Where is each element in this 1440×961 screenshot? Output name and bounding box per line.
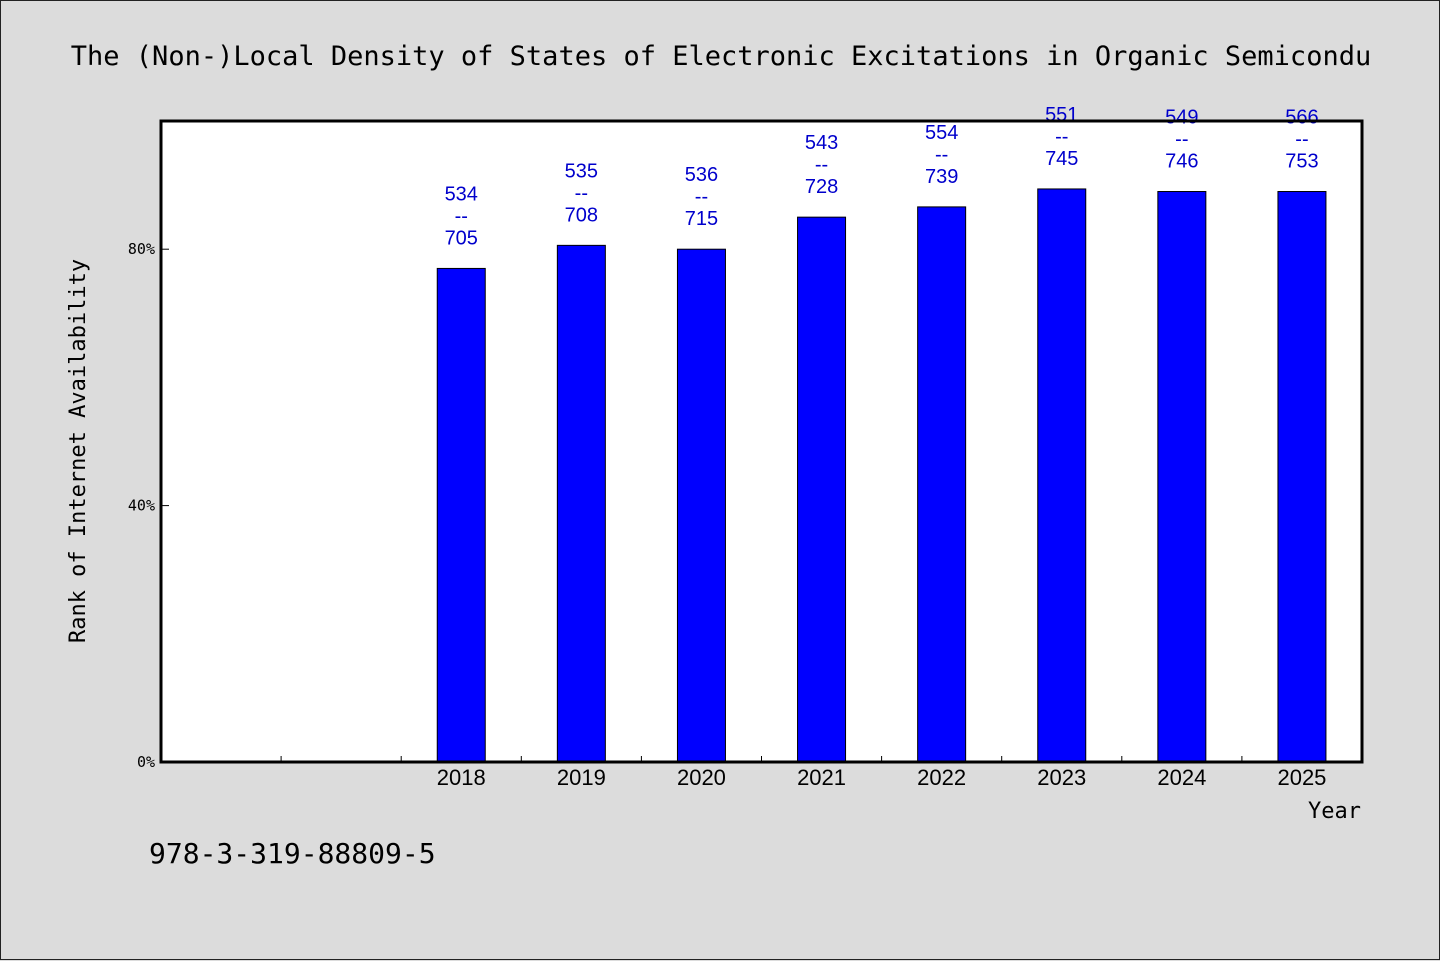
data-label-2019: --	[575, 182, 588, 204]
data-label-2025: 753	[1285, 151, 1318, 173]
data-label-2021: --	[815, 154, 828, 176]
bar-2018	[436, 267, 486, 763]
bar-2023	[1037, 188, 1087, 763]
data-label-2022: --	[935, 144, 948, 166]
data-labels-group: 534--705535--708536--715543--728554--739…	[445, 104, 1319, 249]
bar-2025	[1277, 191, 1327, 763]
data-label-2021: 728	[805, 176, 838, 198]
bar-2022	[917, 206, 967, 763]
bar-2019	[556, 244, 606, 763]
x-tick-label: 2018	[437, 765, 486, 790]
y-tick-label: 40%	[128, 497, 155, 515]
chart-title: The (Non-)Local Density of States of Ele…	[71, 41, 1371, 72]
bars-group	[436, 188, 1327, 763]
x-axis-ticks: 2018 2019 2020 2021 2022 2023 2024 2025	[280, 756, 1326, 790]
y-axis-ticks: 0% 40% 80%	[128, 240, 169, 771]
data-label-2019: 535	[565, 160, 598, 182]
data-label-2023: --	[1055, 126, 1068, 148]
x-tick-label: 2021	[797, 765, 846, 790]
data-label-2022: 739	[925, 166, 958, 188]
data-label-2018: 705	[445, 227, 478, 249]
data-label-2024: --	[1175, 129, 1188, 151]
data-label-2020: 715	[685, 208, 718, 230]
y-tick-label: 0%	[137, 753, 155, 771]
plot-border	[159, 119, 1364, 764]
data-label-2024: 746	[1165, 151, 1198, 173]
data-label-2020: 536	[685, 164, 718, 186]
data-label-2021: 543	[805, 132, 838, 154]
bar-2024	[1157, 191, 1207, 763]
data-label-2019: 708	[565, 204, 598, 226]
footer-isbn: 978-3-319-88809-5	[149, 837, 436, 870]
x-tick-label: 2019	[557, 765, 606, 790]
x-tick-label: 2022	[917, 765, 966, 790]
x-tick-label: 2025	[1277, 765, 1326, 790]
x-axis-label: Year	[1308, 799, 1361, 824]
data-label-2020: --	[695, 186, 708, 208]
data-label-2018: --	[455, 205, 468, 227]
y-axis-label: Rank of Internet Availability	[66, 259, 91, 643]
bar-2021	[797, 216, 847, 763]
bar-2020	[676, 248, 726, 763]
data-label-2018: 534	[445, 183, 478, 205]
data-label-2024: 549	[1165, 107, 1198, 129]
x-tick-label: 2020	[677, 765, 726, 790]
data-label-2025: 566	[1285, 107, 1318, 129]
data-label-2023: 745	[1045, 148, 1078, 170]
data-label-2022: 554	[925, 122, 958, 144]
x-tick-label: 2024	[1157, 765, 1206, 790]
x-tick-label: 2023	[1037, 765, 1086, 790]
data-label-2023: 551	[1045, 104, 1078, 126]
data-label-2025: --	[1295, 129, 1308, 151]
y-tick-label: 80%	[128, 240, 155, 258]
